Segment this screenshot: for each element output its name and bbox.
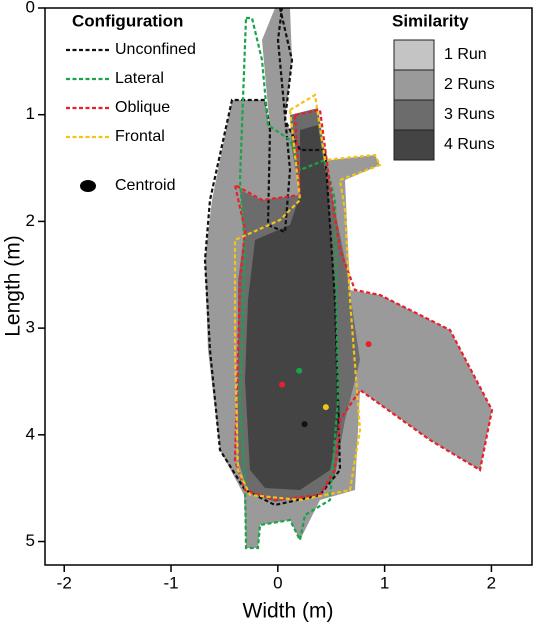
similarity-label: 1 Run	[444, 46, 487, 63]
legend-label: Unconfined	[115, 41, 196, 58]
region-4-runs	[245, 125, 340, 490]
legend-label: Oblique	[115, 99, 170, 116]
similarity-legend: 1 Run 2 Runs 3 Runs 4 Runs	[393, 39, 495, 161]
similarity-label: 2 Runs	[444, 76, 495, 93]
legend: Unconfined Lateral Oblique Frontal Centroid	[66, 41, 196, 194]
y-tick-label: 5	[26, 531, 35, 550]
centroid-point	[279, 381, 286, 388]
x-axis-label: Width (m)	[243, 600, 334, 623]
x-tick-label: 2	[487, 573, 496, 592]
similarity-label: 4 Runs	[444, 136, 495, 153]
similarity-swatch	[393, 39, 435, 71]
y-tick-label: 1	[26, 104, 35, 123]
centroid-swatch	[80, 180, 96, 192]
legend-label: Frontal	[115, 128, 165, 145]
similarity-swatch	[393, 129, 435, 161]
similarity-swatch	[393, 99, 435, 131]
y-tick-label: 2	[26, 211, 35, 230]
legend-label: Lateral	[115, 70, 164, 87]
legend-label: Centroid	[115, 177, 175, 194]
y-tick-label: 0	[26, 0, 35, 16]
x-tick-label: -1	[163, 573, 178, 592]
x-tick-label: 1	[380, 573, 389, 592]
centroid-point	[322, 404, 329, 411]
centroid-point	[365, 341, 372, 348]
x-tick-label: -2	[57, 573, 72, 592]
unconfined-outline	[203, 7, 342, 507]
similarity-swatch	[393, 69, 435, 101]
x-tick-label: 0	[273, 573, 282, 592]
y-tick-label: 3	[26, 318, 35, 337]
similarity-label: 3 Runs	[444, 106, 495, 123]
y-tick-label: 4	[26, 424, 35, 443]
centroid-point	[296, 367, 303, 374]
centroid-point	[301, 421, 308, 428]
similarity-title: Similarity	[392, 11, 469, 30]
outlines	[203, 7, 494, 550]
plot-frame	[44, 7, 533, 566]
oblique-outline	[233, 108, 494, 502]
y-axis-label: Length (m)	[2, 235, 25, 337]
legend-title: Configuration	[72, 11, 183, 30]
frontal-outline	[233, 93, 382, 502]
